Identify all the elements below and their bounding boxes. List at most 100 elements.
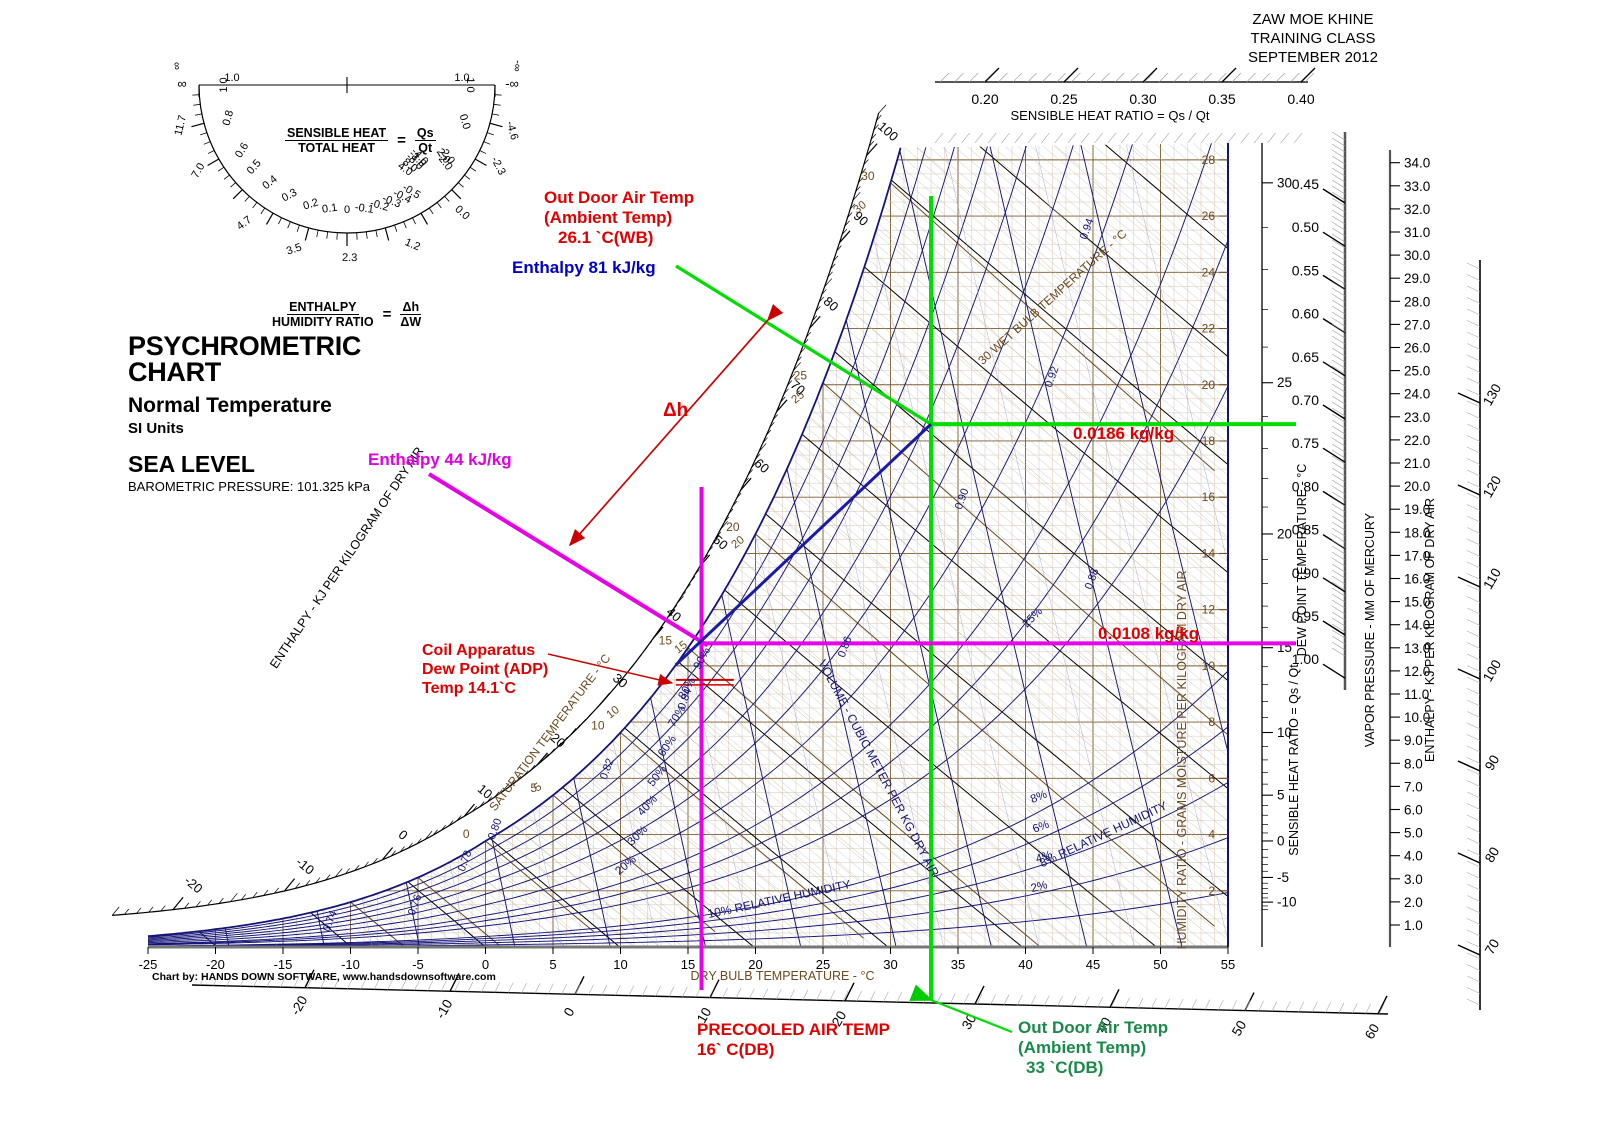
protractor-outer-label: 2.3 [342, 252, 357, 264]
protractor-outer-label: 0.0 [452, 203, 471, 222]
protractor-outer-label: 4.7 [235, 214, 254, 233]
annotation-humidity-ratio-low: 0.0108 kg/kg [1098, 624, 1200, 643]
svg-text:100: 100 [875, 119, 901, 145]
outdoor-db-line3: 33 `C(DB) [1026, 1058, 1104, 1078]
vapor-pressure-tick-label: 29.0 [1404, 271, 1430, 286]
humidity-ratio-tick-label: 28 [1202, 153, 1216, 167]
shr-right-tick-label: 0.80 [1292, 478, 1319, 494]
shr-equals: = [397, 132, 406, 149]
protractor-outer-label: 7.0 [189, 161, 207, 180]
protractor-outer-label: ∞ [171, 61, 184, 70]
saturation-tick-label: 30 [861, 169, 875, 183]
vapor-pressure-tick-label: 32.0 [1404, 202, 1430, 217]
shr-right-tick-label: 0.90 [1292, 565, 1319, 581]
shr-top-tick-label: 0.20 [971, 91, 998, 107]
enth-numerator: ENTHALPY [287, 300, 359, 315]
vapor-pressure-tick-label: 17.0 [1404, 548, 1430, 563]
vapor-pressure-tick-label: 34.0 [1404, 156, 1430, 171]
sensible-heat-ratio-protractor: 1.00.80.60.50.40.30.2 0.1 0 -0.1-0.2-0.3-0.… [171, 60, 524, 265]
bottom-enthalpy-tick-label: -10 [433, 997, 456, 1021]
drybulb-tick-label: 25 [816, 957, 830, 972]
humidity-ratio-tick-label: 4 [1208, 828, 1215, 842]
shr-right-tick-label: 1.00 [1292, 651, 1319, 667]
protractor-outer-label: -∞ [510, 60, 523, 73]
software-credit: Chart by: HANDS DOWN SOFTWARE, www.hands… [152, 971, 496, 983]
shr-top-tick-label: 0.30 [1129, 91, 1156, 107]
humidity-ratio-tick-label: 26 [1202, 209, 1216, 223]
vapor-pressure-tick-label: 23.0 [1404, 410, 1430, 425]
protractor-label: 1.0 [218, 77, 230, 92]
drybulb-tick-label: 55 [1221, 957, 1235, 972]
drybulb-tick-label: -20 [206, 957, 225, 972]
protractor-label: 0 [344, 204, 350, 216]
outdoor-db-line1: Out Door Air Temp [1018, 1018, 1169, 1037]
protractor-outer-label: -2.3 [488, 155, 507, 177]
shr-right-tick-label: 0.95 [1292, 608, 1319, 624]
precooled-air-process-lines [427, 472, 1296, 990]
vapor-pressure-tick-label: 1.0 [1404, 918, 1423, 933]
right-enthalpy-tick-label: 120 [1480, 473, 1504, 500]
shr-top-tick-label: 0.40 [1287, 91, 1314, 107]
vapor-pressure-tick-label: 28.0 [1404, 294, 1430, 309]
chart-subtitle: Normal Temperature [128, 394, 332, 417]
shr-right-tick-label: 0.50 [1292, 219, 1319, 235]
shr-right-tick-label: 0.65 [1292, 349, 1319, 365]
header-author: ZAW MOE KHINE [1252, 11, 1374, 28]
precooled-line2: 16` C(DB) [697, 1040, 775, 1060]
header-credits: ZAW MOE KHINE TRAINING CLASS SEPTEMBER 2… [1248, 10, 1378, 67]
bottom-enthalpy-tick-label: 20 [829, 1008, 850, 1029]
shr-qt: Qt [418, 141, 433, 155]
drybulb-tick-label: 35 [951, 957, 965, 972]
vapor-pressure-tick-label: 4.0 [1404, 849, 1423, 864]
protractor-label: 1.0 [454, 72, 469, 84]
protractor-label: 0.3 [280, 187, 299, 205]
bottom-enthalpy-tick-label: 10 [694, 1005, 715, 1026]
vapor-pressure-tick-label: 16.0 [1404, 572, 1430, 587]
protractor-label: 0.4 [260, 173, 279, 192]
annotation-outdoor-drybulb: Out Door Air Temp (Ambient Temp) 33 `C(D… [1018, 1018, 1168, 1078]
enthalpy-humidity-ratio-formula: ENTHALPY HUMIDITY RATIO = Δh ΔW [272, 300, 421, 329]
shr-right-tick-label: 0.75 [1292, 435, 1319, 451]
enth-dh: Δh [400, 300, 422, 315]
shr-top-scale: 0.20 0.25 0.30 0.35 0.40 [935, 67, 1316, 107]
adp-line1: Coil Apparatus [422, 642, 536, 659]
shr-numerator: SENSIBLE HEAT [285, 126, 389, 141]
right-enthalpy-tick-label: 130 [1480, 381, 1504, 408]
bottom-enthalpy-tick-label: 60 [1362, 1021, 1383, 1042]
humidity-ratio-tick-label: 14 [1202, 546, 1216, 560]
protractor-outer-label: 11.7 [172, 114, 188, 137]
saturation-tick-label: 0 [463, 827, 470, 841]
drybulb-tick-label: -15 [274, 957, 293, 972]
annotation-precooled-air: PRECOOLED AIR TEMP 16` C(DB) [697, 1020, 890, 1060]
header-date: SEPTEMBER 2012 [1247, 49, 1378, 66]
drybulb-tick-label: 50 [1153, 957, 1167, 972]
right-enthalpy-tick-label: 70 [1482, 936, 1503, 957]
protractor-label: 0.8 [221, 109, 237, 127]
vapor-pressure-tick-label: 13.0 [1404, 641, 1430, 656]
drybulb-tick-label: 20 [748, 957, 762, 972]
vapor-pressure-tick-label: 6.0 [1404, 803, 1423, 818]
vapor-pressure-tick-label: 5.0 [1404, 826, 1423, 841]
vapor-pressure-tick-label: 25.0 [1404, 364, 1430, 379]
rh-inline-label: 2% [1030, 879, 1049, 895]
top-enthalpy-ticks [934, 132, 1303, 144]
vapor-pressure-tick-label: 21.0 [1404, 456, 1430, 471]
vapor-pressure-tick-label: 31.0 [1404, 225, 1430, 240]
protractor-outer-label: -4.6 [504, 120, 521, 141]
protractor-label: -0.2 [369, 197, 390, 214]
saturation-tick-label: 25 [794, 369, 808, 383]
outdoor-wb-line2: (Ambient Temp) [544, 208, 673, 228]
outdoor-wb-line3: 26.1 `C(WB) [558, 228, 654, 248]
dewpoint-axis-label: DEW POINT TEMPERATURE - °C [1295, 464, 1309, 657]
vapor-pressure-tick-label: 10.0 [1404, 710, 1430, 725]
protractor-label: 0.0 [457, 113, 473, 131]
dewpoint-tick-label: 25 [1277, 375, 1292, 390]
bottom-enthalpy-tick-label: 50 [1229, 1018, 1250, 1039]
protractor-outer-label: 3.5 [285, 241, 303, 257]
saturation-tick-label: 5 [530, 781, 537, 795]
vapor-pressure-tick-label: 33.0 [1404, 179, 1430, 194]
humidity-ratio-tick-label: 18 [1202, 434, 1216, 448]
delta-h-annotation-lines [547, 304, 784, 686]
enth-dw: ΔW [400, 315, 422, 329]
